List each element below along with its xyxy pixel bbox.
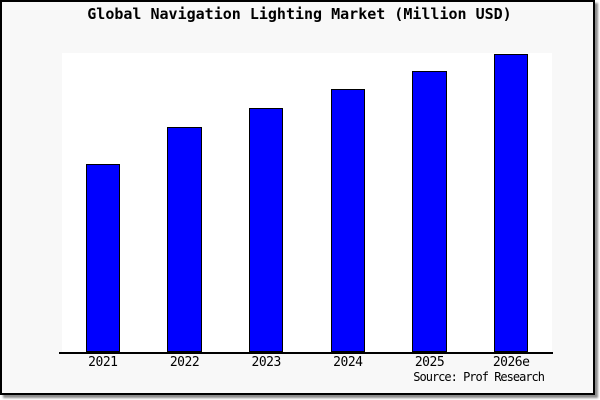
- bar-2024: [330, 89, 366, 352]
- x-tick-label-2025: 2025: [414, 355, 445, 370]
- chart-frame: Global Navigation Lighting Market (Milli…: [0, 0, 595, 395]
- plot-area: [62, 53, 552, 352]
- bar-2025: [412, 71, 447, 352]
- bar-2022: [167, 127, 202, 352]
- bar-2023: [248, 108, 284, 352]
- x-tick-label-2026e: 2026e: [492, 355, 530, 370]
- x-tick-labels: 2021 2022 2023 2024 2025 2026e: [62, 355, 552, 371]
- x-tick-label-2024: 2024: [333, 355, 363, 370]
- x-tick-label-2022: 2022: [169, 355, 200, 370]
- x-axis-line: [59, 352, 553, 354]
- chart-title: Global Navigation Lighting Market (Milli…: [87, 5, 512, 23]
- bar-2021: [85, 164, 121, 352]
- x-tick-label-2021: 2021: [88, 355, 118, 370]
- bar-2026e: [493, 54, 529, 352]
- source-note: Source: Prof Research: [413, 370, 545, 384]
- x-tick-label-2023: 2023: [251, 355, 282, 370]
